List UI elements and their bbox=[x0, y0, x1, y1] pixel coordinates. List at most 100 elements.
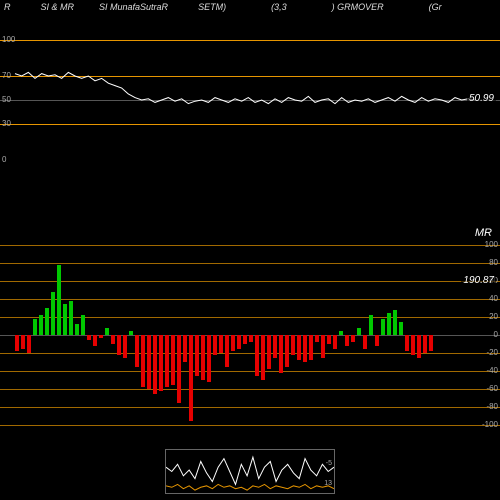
mini-line bbox=[166, 484, 334, 490]
mr-bar bbox=[165, 335, 169, 387]
mr-bar bbox=[129, 331, 133, 336]
mr-bar bbox=[411, 335, 415, 355]
mr-bar bbox=[261, 335, 265, 380]
mr-bar bbox=[423, 335, 427, 353]
mr-axis-label: -100 bbox=[482, 420, 498, 429]
mini-panel: -5 13 bbox=[165, 449, 335, 494]
mr-bar bbox=[81, 315, 85, 335]
mr-bar bbox=[99, 335, 103, 338]
mr-bar bbox=[357, 328, 361, 335]
mr-bar bbox=[243, 335, 247, 344]
mr-axis-label: 20 bbox=[489, 312, 498, 321]
mr-bar bbox=[93, 335, 97, 346]
mr-bar bbox=[33, 319, 37, 335]
hdr-1: SI & MR bbox=[41, 2, 75, 12]
mr-bar bbox=[69, 301, 73, 335]
mr-bar bbox=[369, 315, 373, 335]
mr-axis-label: 0 bbox=[494, 330, 498, 339]
mr-bar bbox=[201, 335, 205, 380]
mr-bar bbox=[273, 335, 277, 358]
hdr-5: ) GRMOVER bbox=[332, 2, 384, 12]
mr-axis-label: -80 bbox=[486, 402, 498, 411]
mr-bar bbox=[375, 335, 379, 346]
mr-bar bbox=[363, 335, 367, 349]
mr-axis-label: 100 bbox=[485, 240, 498, 249]
mr-bar bbox=[171, 335, 175, 385]
mr-bar bbox=[405, 335, 409, 351]
mr-bar bbox=[27, 335, 31, 353]
mr-bar bbox=[279, 335, 283, 373]
mr-bar bbox=[189, 335, 193, 421]
mr-bar bbox=[417, 335, 421, 358]
rsi-line bbox=[15, 72, 475, 103]
mr-bar bbox=[147, 335, 151, 389]
mr-bar bbox=[141, 335, 145, 387]
hdr-0: R bbox=[4, 2, 11, 12]
mr-bar bbox=[387, 313, 391, 336]
hdr-4: (3,3 bbox=[271, 2, 287, 12]
mr-gridline bbox=[0, 389, 500, 390]
mr-bar bbox=[249, 335, 253, 342]
mr-gridline bbox=[0, 371, 500, 372]
mr-bar bbox=[297, 335, 301, 360]
mr-bar bbox=[285, 335, 289, 367]
mr-bar bbox=[207, 335, 211, 382]
mr-bar bbox=[57, 265, 61, 335]
mr-bar bbox=[15, 335, 19, 351]
mr-bar bbox=[393, 310, 397, 335]
header-labels: R SI & MR SI MunafaSutraR SETM) (3,3 ) G… bbox=[0, 0, 500, 14]
mr-bar bbox=[255, 335, 259, 376]
hdr-2: SI MunafaSutraR bbox=[99, 2, 168, 12]
mr-bar bbox=[159, 335, 163, 391]
mr-bar bbox=[177, 335, 181, 403]
rsi-panel: 100705030050.99 bbox=[0, 40, 500, 160]
mr-bar bbox=[105, 328, 109, 335]
mr-bar bbox=[291, 335, 295, 355]
mr-bar bbox=[267, 335, 271, 369]
mr-bar bbox=[219, 335, 223, 353]
mini-line bbox=[166, 457, 334, 484]
mr-bar bbox=[231, 335, 235, 351]
mr-bar bbox=[225, 335, 229, 367]
mr-bar bbox=[45, 308, 49, 335]
mr-current-value: 190.87 bbox=[461, 275, 496, 286]
mr-gridline bbox=[0, 425, 500, 426]
hdr-6: (Gr bbox=[429, 2, 442, 12]
mr-bar bbox=[327, 335, 331, 344]
mr-bar bbox=[333, 335, 337, 349]
mini-axis-label: -5 bbox=[326, 460, 332, 467]
mr-bar bbox=[39, 315, 43, 335]
mr-bar bbox=[87, 335, 91, 340]
mr-gridline bbox=[0, 353, 500, 354]
mr-gridline bbox=[0, 281, 500, 282]
mr-gridline bbox=[0, 317, 500, 318]
mr-label: MR bbox=[475, 227, 492, 239]
mr-axis-label: -40 bbox=[486, 366, 498, 375]
mr-bar bbox=[135, 335, 139, 367]
mr-bar bbox=[51, 292, 55, 335]
mr-axis-label: -60 bbox=[486, 384, 498, 393]
mr-axis-label: -20 bbox=[486, 348, 498, 357]
mr-bar bbox=[429, 335, 433, 351]
mr-bar bbox=[183, 335, 187, 362]
mr-axis-label: 80 bbox=[489, 258, 498, 267]
mr-bar bbox=[63, 304, 67, 336]
mr-bar bbox=[237, 335, 241, 349]
mr-bar bbox=[213, 335, 217, 355]
mr-bar bbox=[381, 319, 385, 335]
mr-bar bbox=[339, 331, 343, 336]
mr-bar bbox=[75, 324, 79, 335]
mr-bar bbox=[399, 322, 403, 336]
mr-axis-label: 40 bbox=[489, 294, 498, 303]
mr-bar bbox=[303, 335, 307, 362]
mr-gridline bbox=[0, 263, 500, 264]
mr-bar bbox=[117, 335, 121, 355]
mr-bar bbox=[351, 335, 355, 342]
mini-axis-label: 13 bbox=[324, 480, 332, 487]
mr-bar bbox=[315, 335, 319, 342]
mr-panel: MR-100-80-60-40-20020406080100190.87 bbox=[0, 245, 500, 425]
mr-gridline bbox=[0, 407, 500, 408]
mr-gridline bbox=[0, 245, 500, 246]
mr-bar bbox=[111, 335, 115, 344]
mr-bar bbox=[195, 335, 199, 376]
